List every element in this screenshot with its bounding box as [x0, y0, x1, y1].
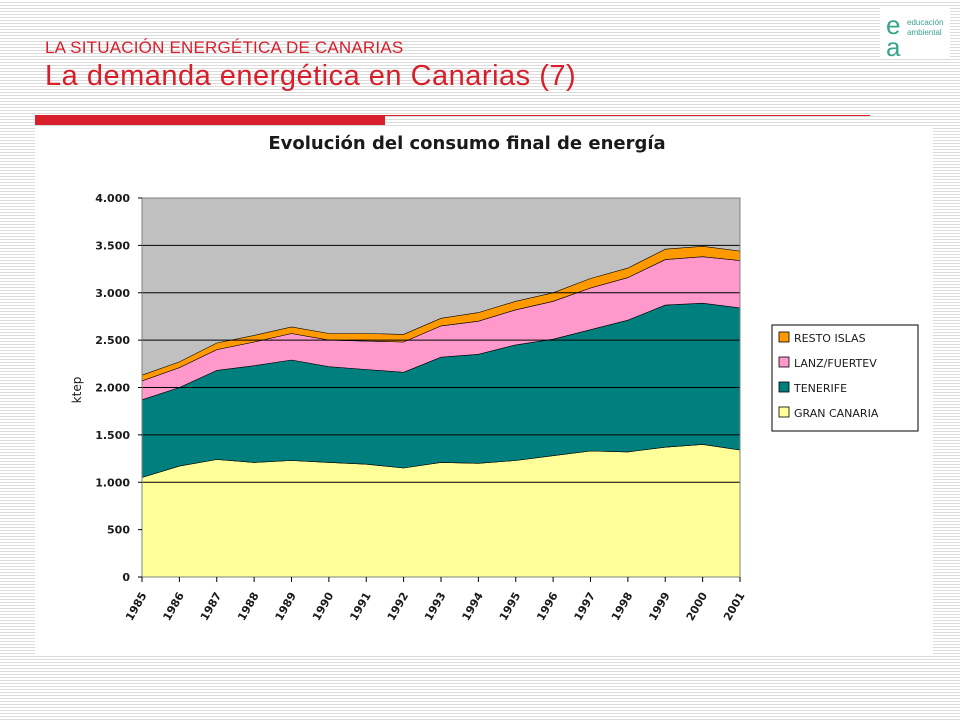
x-tick-label: 1997: [572, 590, 599, 623]
legend-label: LANZ/FUERTEV: [794, 357, 877, 370]
y-tick-label: 0: [122, 571, 130, 584]
slide-header: LA SITUACIÓN ENERGÉTICA DE CANARIAS La d…: [45, 38, 576, 93]
y-tick-label: 3.500: [95, 239, 130, 252]
logo-text-ambiental: ambiental: [907, 28, 942, 37]
legend-swatch: [778, 381, 790, 393]
title-underline-bar: [35, 115, 385, 125]
energy-consumption-chart: Evolución del consumo final de energía k…: [70, 133, 919, 623]
x-tick-label: 1985: [123, 590, 150, 623]
y-tick-label: 4.000: [95, 192, 130, 205]
y-axis-label: ktep: [70, 377, 84, 404]
x-tick-label: 1987: [198, 590, 225, 623]
legend-label: TENERIFE: [793, 382, 847, 395]
slide-title: La demanda energética en Canarias (7): [45, 60, 577, 92]
y-tick-label: 2.500: [95, 334, 130, 347]
x-tick-label: 1991: [347, 590, 374, 623]
title-underline-rule: [385, 115, 870, 116]
x-tick-label: 1988: [235, 590, 262, 623]
x-tick-label: 1999: [646, 590, 673, 623]
y-tick-label: 3.000: [95, 287, 130, 300]
y-tick-label: 1.000: [95, 476, 130, 489]
x-tick-label: 2000: [684, 590, 711, 623]
legend-swatch: [778, 406, 790, 418]
x-tick-label: 1996: [534, 590, 561, 623]
legend-label: GRAN CANARIA: [794, 407, 879, 420]
x-tick-label: 1998: [609, 590, 636, 623]
y-tick-label: 500: [107, 524, 130, 537]
legend-label: RESTO ISLAS: [794, 332, 866, 345]
chart-panel: Evolución del consumo final de energía k…: [35, 127, 933, 654]
legend-swatch: [778, 356, 790, 368]
x-tick-label: 1994: [459, 590, 486, 623]
legend: RESTO ISLAS LANZ/FUERTEV TENERIFE GRAN CANA…: [771, 324, 919, 432]
logo-letter-e: e: [886, 10, 900, 40]
logo-text-educacion: educación: [907, 18, 943, 27]
legend-swatch: [778, 331, 790, 343]
y-tick-label: 1.500: [95, 429, 130, 442]
y-tick-label: 2.000: [95, 382, 130, 395]
x-tick-label: 1986: [160, 590, 187, 623]
section-title: LA SITUACIÓN ENERGÉTICA DE CANARIAS: [45, 38, 404, 57]
x-tick-label: 1993: [422, 590, 449, 623]
x-tick-label: 2001: [721, 590, 748, 623]
educacion-ambiental-logo: e a educación ambiental: [880, 8, 950, 58]
area-series-gran-canaria: [141, 444, 741, 578]
x-tick-label: 1995: [497, 590, 524, 623]
x-tick-label: 1989: [273, 590, 300, 623]
x-tick-label: 1990: [310, 590, 337, 623]
x-tick-label: 1992: [385, 590, 412, 623]
logo-letter-a: a: [886, 32, 901, 58]
legend-box: [771, 324, 919, 432]
chart-title: Evolución del consumo final de energía: [268, 133, 665, 154]
